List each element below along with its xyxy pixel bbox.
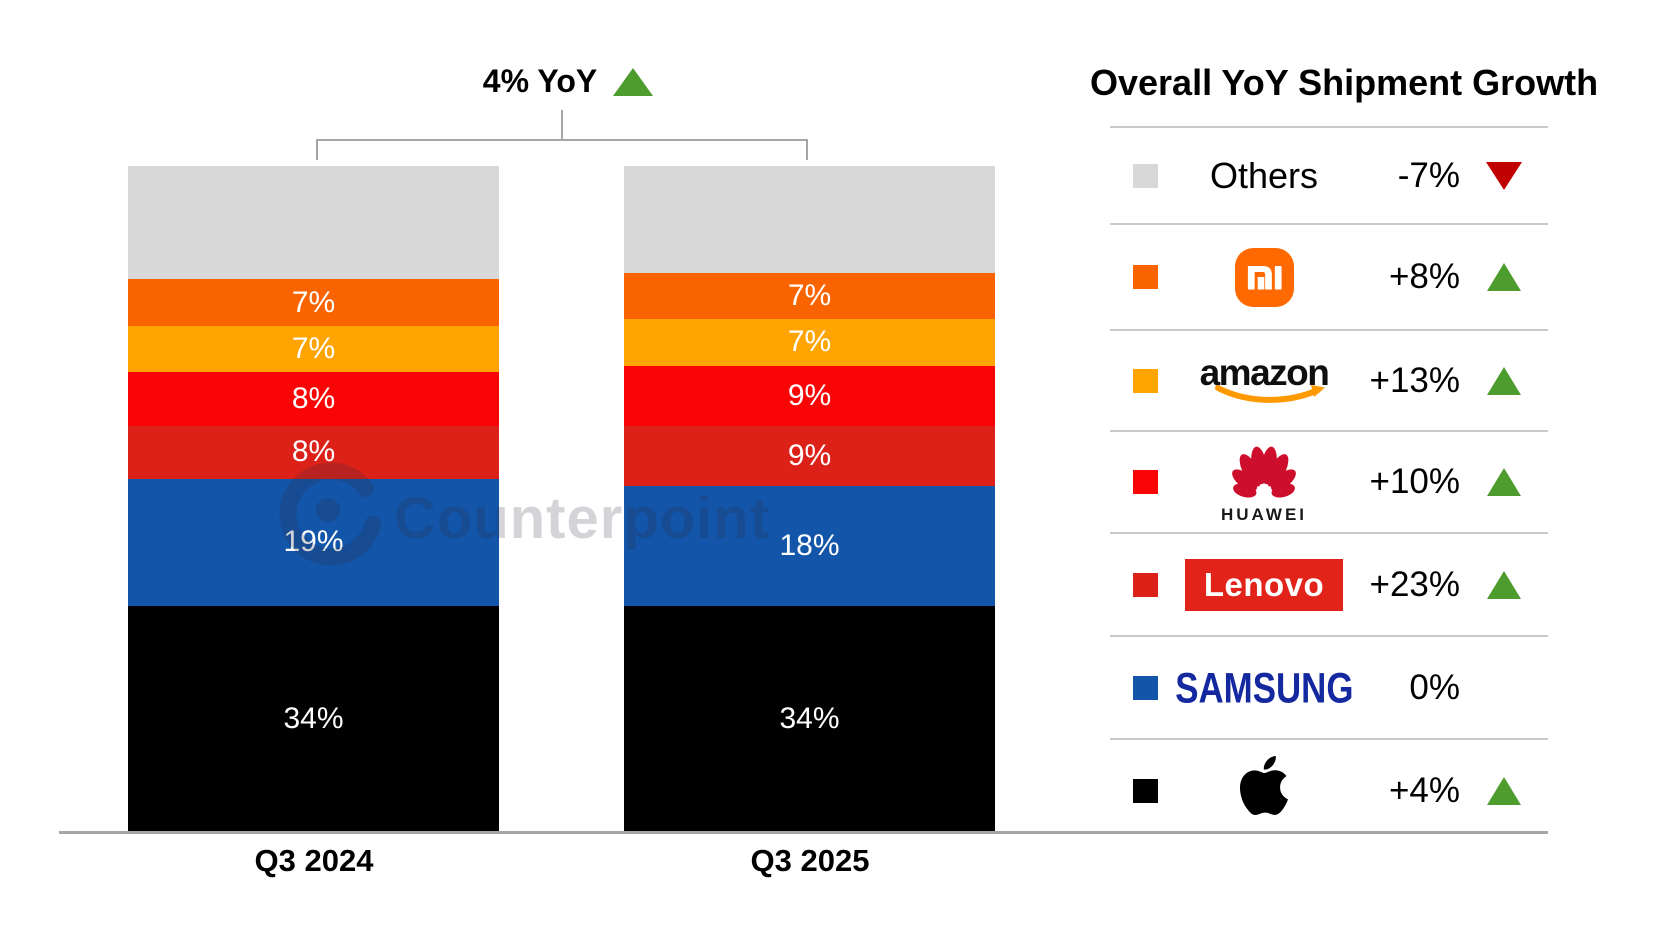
x-axis-line — [59, 831, 1548, 834]
segment-apple-q3-2024: 34% — [128, 605, 499, 832]
segment-value-label: 7% — [291, 285, 336, 319]
segment-value-label: 9% — [787, 438, 832, 472]
legend-growth-others: -7% — [1397, 155, 1460, 195]
up-triangle-icon — [1487, 366, 1521, 395]
legend-swatch-samsung — [1133, 675, 1158, 700]
legend-header: Overall YoY Shipment Growth — [1090, 62, 1599, 103]
amazon-smile-icon — [1214, 385, 1325, 403]
legend-swatch-xiaomi — [1133, 265, 1158, 289]
segment-value-label: 7% — [787, 278, 832, 312]
legend-arrow-amazon — [1482, 331, 1526, 430]
legend-arrow-xiaomi — [1482, 225, 1526, 329]
segment-others-q3-2025 — [624, 166, 995, 273]
segment-value-label: 34% — [283, 701, 344, 735]
legend-arrow-samsung — [1482, 637, 1526, 738]
up-triangle-icon — [1487, 777, 1521, 805]
bracket-left-tick — [316, 139, 318, 160]
legend-growth-samsung: 0% — [1409, 667, 1460, 707]
legend-row-huawei: HUAWEI +10% — [1110, 430, 1548, 532]
overall-growth-label: 4% YoY — [482, 62, 598, 99]
lenovo-logo: Lenovo — [1164, 534, 1364, 635]
growth-up-triangle-icon — [613, 68, 654, 96]
bracket-horizontal-line — [316, 139, 808, 141]
legend-growth-xiaomi: +8% — [1388, 257, 1460, 296]
xiaomi-logo-icon — [1164, 225, 1364, 329]
segment-value-label: 9% — [787, 378, 832, 412]
segment-value-label: 34% — [779, 701, 840, 735]
stacked-bar-q3-2024: 7% 7% 8% 8% 19% 34% — [128, 166, 499, 832]
legend-row-others: Others -7% — [1110, 126, 1548, 223]
bracket-right-tick — [806, 139, 808, 160]
legend-swatch-others — [1133, 163, 1158, 188]
up-triangle-icon — [1487, 263, 1521, 291]
segment-value-label: 7% — [291, 332, 336, 366]
legend-growth-apple: +4% — [1388, 771, 1460, 810]
up-triangle-icon — [1487, 570, 1521, 599]
legend-row-amazon: amazon +13% — [1110, 329, 1548, 430]
segment-samsung-q3-2024: 19% — [128, 478, 499, 606]
segment-others-q3-2024 — [128, 166, 499, 280]
segment-value-label: 7% — [787, 325, 832, 359]
legend-growth-lenovo: +23% — [1369, 564, 1461, 604]
legend-arrow-others — [1482, 128, 1526, 223]
segment-xiaomi-q3-2025: 7% — [624, 272, 995, 320]
amazon-logo: amazon — [1164, 331, 1364, 430]
up-triangle-icon — [1487, 468, 1521, 496]
down-triangle-icon — [1486, 161, 1522, 190]
svg-text:HUAWEI: HUAWEI — [1221, 505, 1307, 524]
segment-xiaomi-q3-2024: 7% — [128, 279, 499, 326]
huawei-logo-icon: HUAWEI — [1164, 432, 1364, 532]
segment-amazon-q3-2024: 7% — [128, 325, 499, 373]
legend-swatch-apple — [1133, 779, 1158, 803]
bracket-stem-line — [561, 110, 563, 140]
segment-value-label: 8% — [291, 435, 336, 469]
segment-lenovo-q3-2025: 9% — [624, 425, 995, 486]
segment-samsung-q3-2025: 18% — [624, 485, 995, 606]
legend-row-apple: +4% — [1110, 738, 1548, 842]
legend-row-lenovo: Lenovo +23% — [1110, 532, 1548, 635]
stacked-bar-q3-2025: 7% 7% 9% 9% 18% 34% — [624, 166, 995, 832]
legend-swatch-lenovo — [1133, 572, 1158, 597]
segment-value-label: 18% — [779, 528, 840, 562]
x-label-q3-2024: Q3 2024 — [254, 843, 374, 878]
legend-arrow-huawei — [1482, 432, 1526, 532]
legend-growth-amazon: +13% — [1369, 360, 1461, 400]
segment-huawei-q3-2024: 8% — [128, 372, 499, 426]
legend-arrow-apple — [1482, 740, 1526, 842]
legend-row-samsung: SAMSUNG 0% — [1110, 635, 1548, 738]
segment-value-label: 19% — [283, 525, 344, 559]
segment-amazon-q3-2025: 7% — [624, 319, 995, 366]
legend-row-xiaomi: +8% — [1110, 223, 1548, 329]
legend-growth-huawei: +10% — [1369, 462, 1461, 501]
segment-apple-q3-2025: 34% — [624, 605, 995, 832]
overall-growth-title: 4% YoY — [400, 60, 736, 102]
legend-swatch-amazon — [1133, 368, 1158, 393]
others-logo: Others — [1209, 154, 1319, 196]
samsung-logo: SAMSUNG — [1174, 663, 1354, 711]
legend-arrow-lenovo — [1482, 534, 1526, 635]
apple-logo-icon — [1164, 740, 1364, 842]
segment-lenovo-q3-2024: 8% — [128, 425, 499, 479]
x-label-q3-2025: Q3 2025 — [750, 843, 870, 878]
segment-huawei-q3-2025: 9% — [624, 365, 995, 426]
segment-value-label: 8% — [291, 382, 336, 416]
legend-swatch-huawei — [1133, 470, 1158, 494]
